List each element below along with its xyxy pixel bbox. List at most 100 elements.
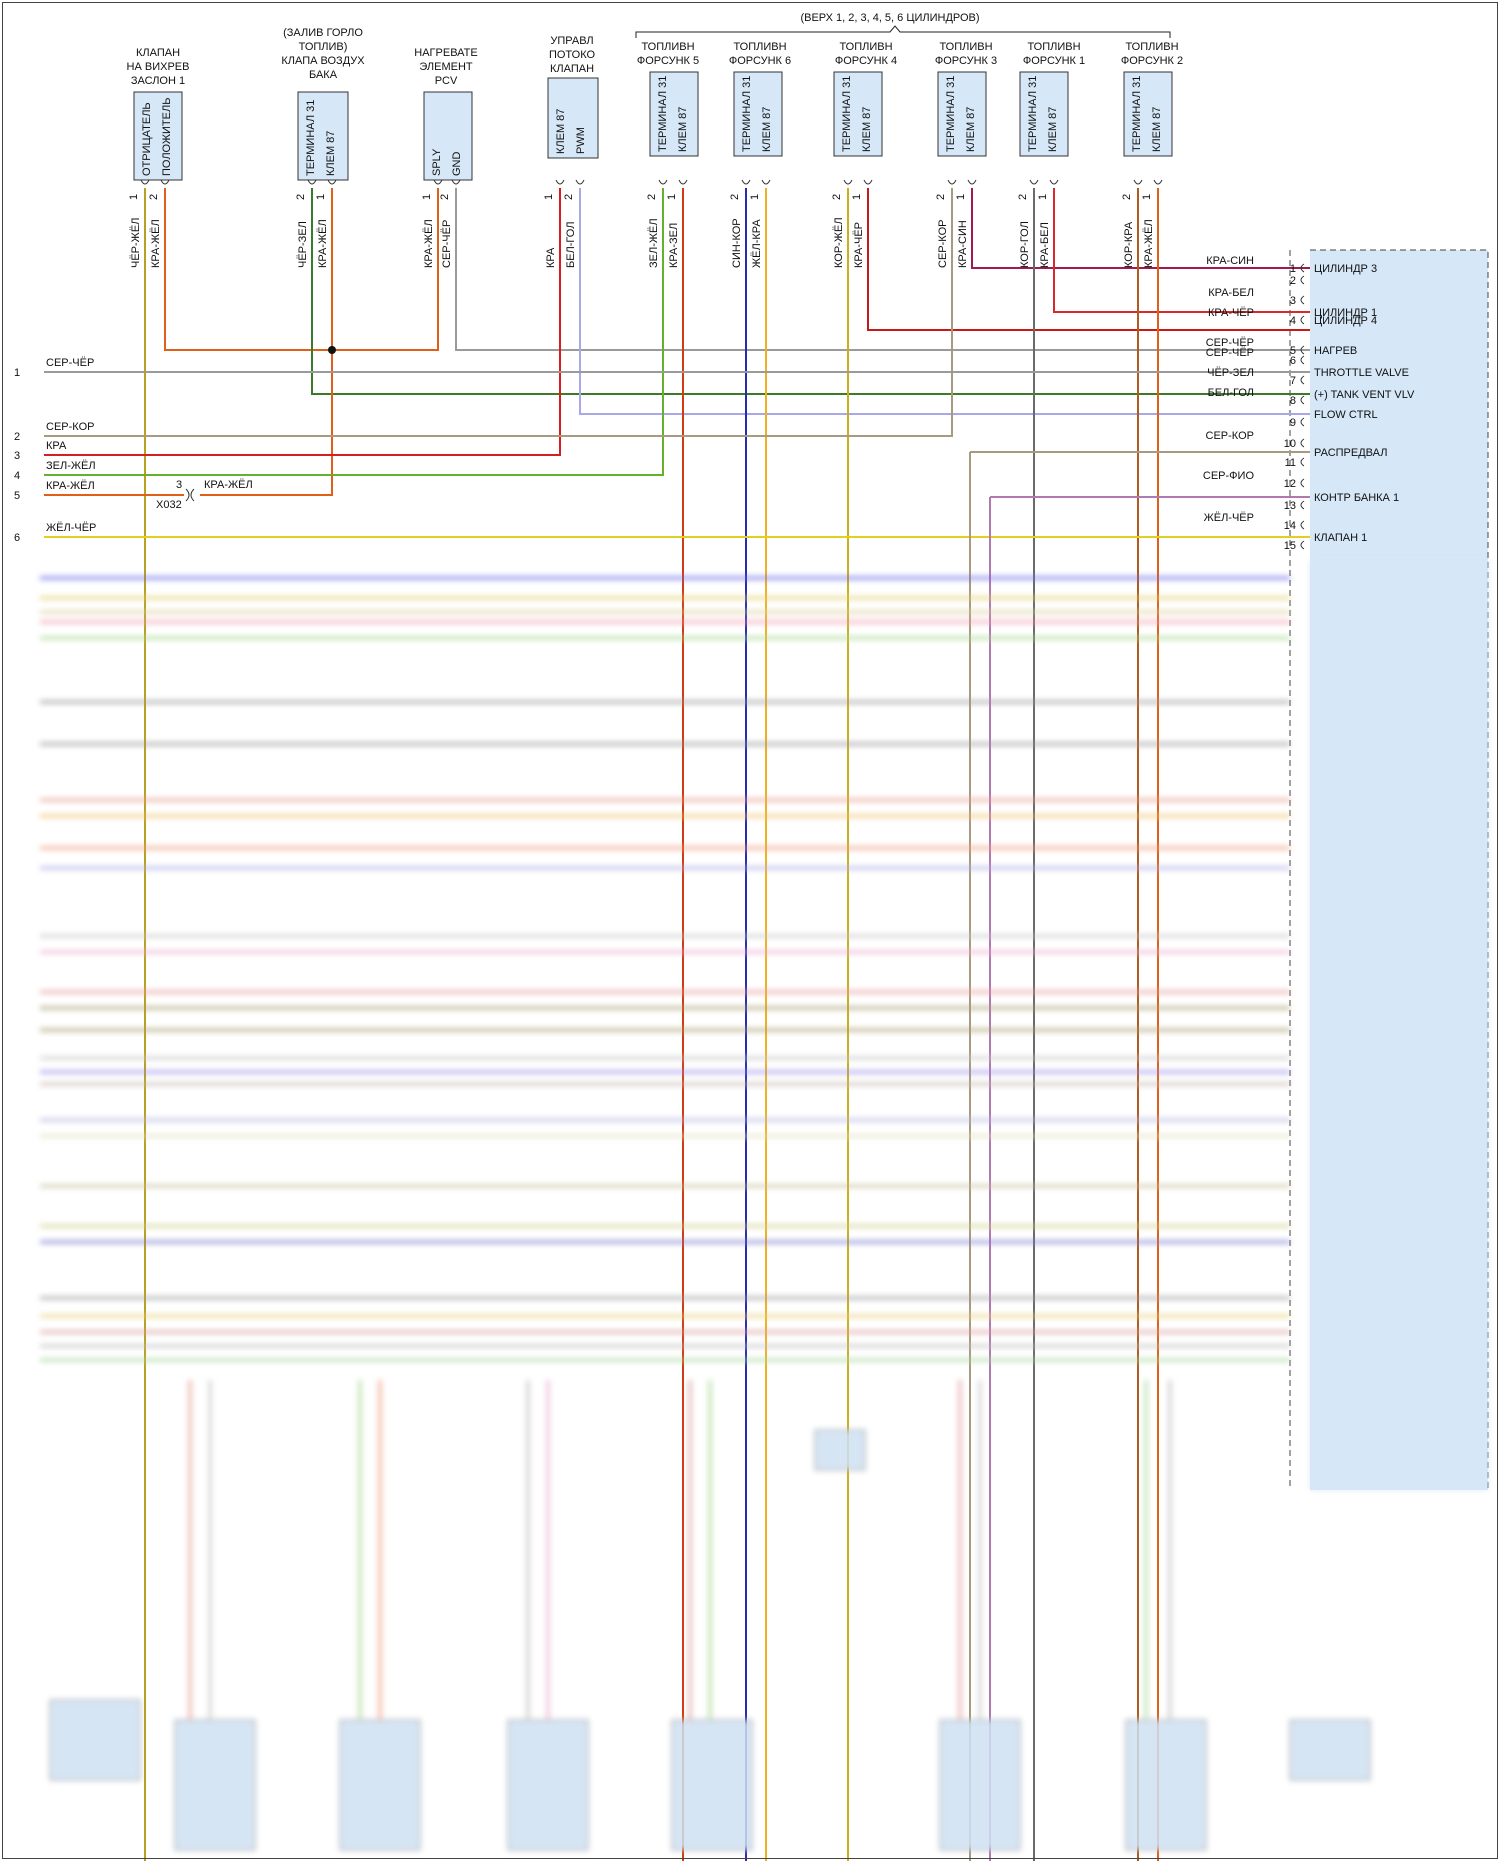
left-row-number: 2 [14, 431, 20, 443]
svg-text:ОТРИЦАТЕЛЬ: ОТРИЦАТЕЛЬ [141, 102, 153, 176]
pin-cup [433, 179, 443, 185]
left-row-label: ЖЁЛ-ЧЁР [46, 522, 96, 534]
filler-valve-box[interactable]: ТЕРМИНАЛ 31 КЛЕМ 87 [297, 91, 349, 181]
svg-text:ТЕРМИНАЛ 31: ТЕРМИНАЛ 31 [841, 76, 853, 152]
cylinders-header: (ВЕРХ 1, 2, 3, 4, 5, 6 ЦИЛИНДРОВ) [800, 12, 979, 24]
svg-text:ТОПЛИВН: ТОПЛИВН [939, 41, 992, 53]
svg-text:ТЕРМИНАЛ 31: ТЕРМИНАЛ 31 [657, 76, 669, 152]
ecu-pin-function: ЦИЛИНДР 3 [1314, 263, 1377, 275]
wire-label: КРА-БЕЛ [1039, 222, 1051, 268]
wire-label: БЕЛ-ГОЛ [565, 222, 577, 268]
wire [579, 188, 1310, 415]
injector-5-box[interactable]: ТЕРМИНАЛ 31 КЛЕМ 87 [649, 71, 699, 157]
wire-label: КРА [545, 247, 557, 268]
svg-text:ФОРСУНК 5: ФОРСУНК 5 [637, 55, 699, 67]
left-row-label: ЗЕЛ-ЖЁЛ [46, 460, 96, 472]
ecu-pin-number: 11 [1285, 457, 1296, 469]
ecu-wire-label: КРА-БЕЛ [1208, 287, 1254, 299]
wire-label: ЖЁЛ-КРА [751, 219, 763, 268]
blurred-ecu-body [1310, 560, 1488, 1490]
pin-number: 1 [1037, 194, 1049, 200]
wire-label: КРА-ЧЁР [853, 222, 865, 268]
svg-text:PCV: PCV [435, 75, 458, 87]
svg-text:ТЕРМИНАЛ 31: ТЕРМИНАЛ 31 [305, 100, 317, 176]
pin-cup [160, 179, 170, 185]
ecu-wire-label: СЕР-ФИО [1203, 470, 1255, 482]
svg-text:ТОПЛИВН: ТОПЛИВН [1125, 41, 1178, 53]
pin-number: 1 [955, 194, 967, 200]
svg-text:НАГРЕВАТЕ: НАГРЕВАТЕ [414, 47, 477, 59]
ecu-wire-label: СЕР-КОР [1206, 430, 1254, 442]
svg-text:УПРАВЛ: УПРАВЛ [550, 35, 593, 47]
svg-text:ПОТОКО: ПОТОКО [549, 49, 596, 61]
svg-text:КЛАПАН: КЛАПАН [550, 63, 594, 75]
injector-3-box[interactable]: ТЕРМИНАЛ 31 КЛЕМ 87 [937, 71, 987, 157]
ecu-wire-label: СЕР-ЧЁР [1206, 337, 1254, 349]
left-row-number: 1 [14, 367, 20, 379]
wire-label: КРА-ЗЕЛ [668, 223, 680, 268]
pin-cup [761, 179, 771, 185]
wire-label: ЗЕЛ-ЖЁЛ [648, 218, 660, 268]
svg-text:ТОПЛИВН: ТОПЛИВН [733, 41, 786, 53]
injector-1-box[interactable]: ТЕРМИНАЛ 31 КЛЕМ 87 [1019, 71, 1069, 157]
pcv-heater-box[interactable]: SPLY GND [423, 91, 473, 181]
wire-label: СЕР-ЧЁР [441, 220, 453, 268]
svg-text:PWM: PWM [575, 127, 587, 154]
svg-text:КЛЕМ 87: КЛЕМ 87 [555, 109, 567, 154]
left-row-label: СЕР-КОР [46, 421, 94, 433]
svg-text:КЛЕМ 87: КЛЕМ 87 [1047, 107, 1059, 152]
blurred-connector-box [507, 1719, 589, 1851]
ecu-pin-number: 6 [1290, 355, 1296, 367]
left-row-label: КРА-ЖЁЛ [46, 480, 95, 492]
blurred-connector-box [939, 1719, 1021, 1851]
ecu-pin-function: КОНТР БАНКА 1 [1314, 492, 1399, 504]
ecu-wire-label: ЖЁЛ-ЧЁР [1204, 512, 1254, 524]
connector-wire-label: КРА-ЖЁЛ [204, 479, 253, 491]
injector-6-box[interactable]: ТЕРМИНАЛ 31 КЛЕМ 87 [733, 71, 783, 157]
ecu-wire-label: ЧЁР-ЗЕЛ [1207, 367, 1254, 379]
injector-2-box[interactable]: ТЕРМИНАЛ 31 КЛЕМ 87 [1123, 71, 1173, 157]
ecu-pin-number: 4 [1290, 315, 1296, 327]
ecu-pin-cup [1300, 457, 1305, 467]
injector-4-box[interactable]: ТЕРМИНАЛ 31 КЛЕМ 87 [833, 71, 883, 157]
ecu-wire-label: СЕР-ЧЁР [1206, 347, 1254, 359]
pin-cup [741, 179, 751, 185]
wire-label: КРА-ЖЁЛ [1143, 219, 1155, 268]
pin-number: 2 [295, 194, 307, 200]
ecu-pin-number: 10 [1284, 438, 1296, 450]
splice-dot [328, 346, 336, 354]
pcv-heater-title: НАГРЕВАТЕ ЭЛЕМЕНТ PCV [414, 47, 477, 87]
ecu-pin-cup [1300, 375, 1305, 385]
pin-cup [967, 179, 977, 185]
wire-label: СИН-КОР [731, 218, 743, 268]
pin-cup [678, 179, 688, 185]
wire-label: КОР-КРА [1123, 221, 1135, 268]
ecu-pin-number: 8 [1290, 395, 1296, 407]
ecu-pin-number: 7 [1290, 375, 1296, 387]
connector-pin: 3 [176, 479, 182, 491]
pin-cup [1133, 179, 1143, 185]
ecu-pin-cup [1300, 438, 1305, 448]
flow-valve-title: УПРАВЛ ПОТОКО КЛАПАН [549, 35, 596, 75]
swirl-valve-box[interactable]: ОТРИЦАТЕЛЬ ПОЛОЖИТЕЛЬ [133, 91, 183, 181]
pin-cup [327, 179, 337, 185]
ecu-pin-number: 9 [1290, 417, 1296, 429]
wire [44, 188, 664, 476]
pin-cup [307, 179, 317, 185]
blurred-lower-section [40, 560, 1488, 1851]
pin-cup [1029, 179, 1039, 185]
wire-label: КРА-ЖЁЛ [150, 219, 162, 268]
svg-text:GND: GND [451, 152, 463, 177]
ecu-pin-function: НАГРЕВ [1314, 345, 1357, 357]
blurred-connector-box [49, 1699, 141, 1781]
svg-text:ЗАСЛОН 1: ЗАСЛОН 1 [131, 75, 185, 87]
svg-text:КЛЕМ 87: КЛЕМ 87 [861, 107, 873, 152]
ecu-pin-cup [1300, 263, 1305, 273]
wire-label: КОР-ГОЛ [1019, 221, 1031, 268]
injector-titles: ТОПЛИВН ФОРСУНК 5 ТОПЛИВН ФОРСУНК 6 ТОПЛ… [637, 41, 1183, 67]
svg-text:ФОРСУНК 1: ФОРСУНК 1 [1023, 55, 1085, 67]
wire-label: ЧЁР-ЖЁЛ [130, 218, 142, 268]
flow-valve-box[interactable]: КЛЕМ 87 PWM [547, 77, 599, 159]
pin-number: 1 [851, 194, 863, 200]
wire-label: КРА-ЖЁЛ [317, 219, 329, 268]
